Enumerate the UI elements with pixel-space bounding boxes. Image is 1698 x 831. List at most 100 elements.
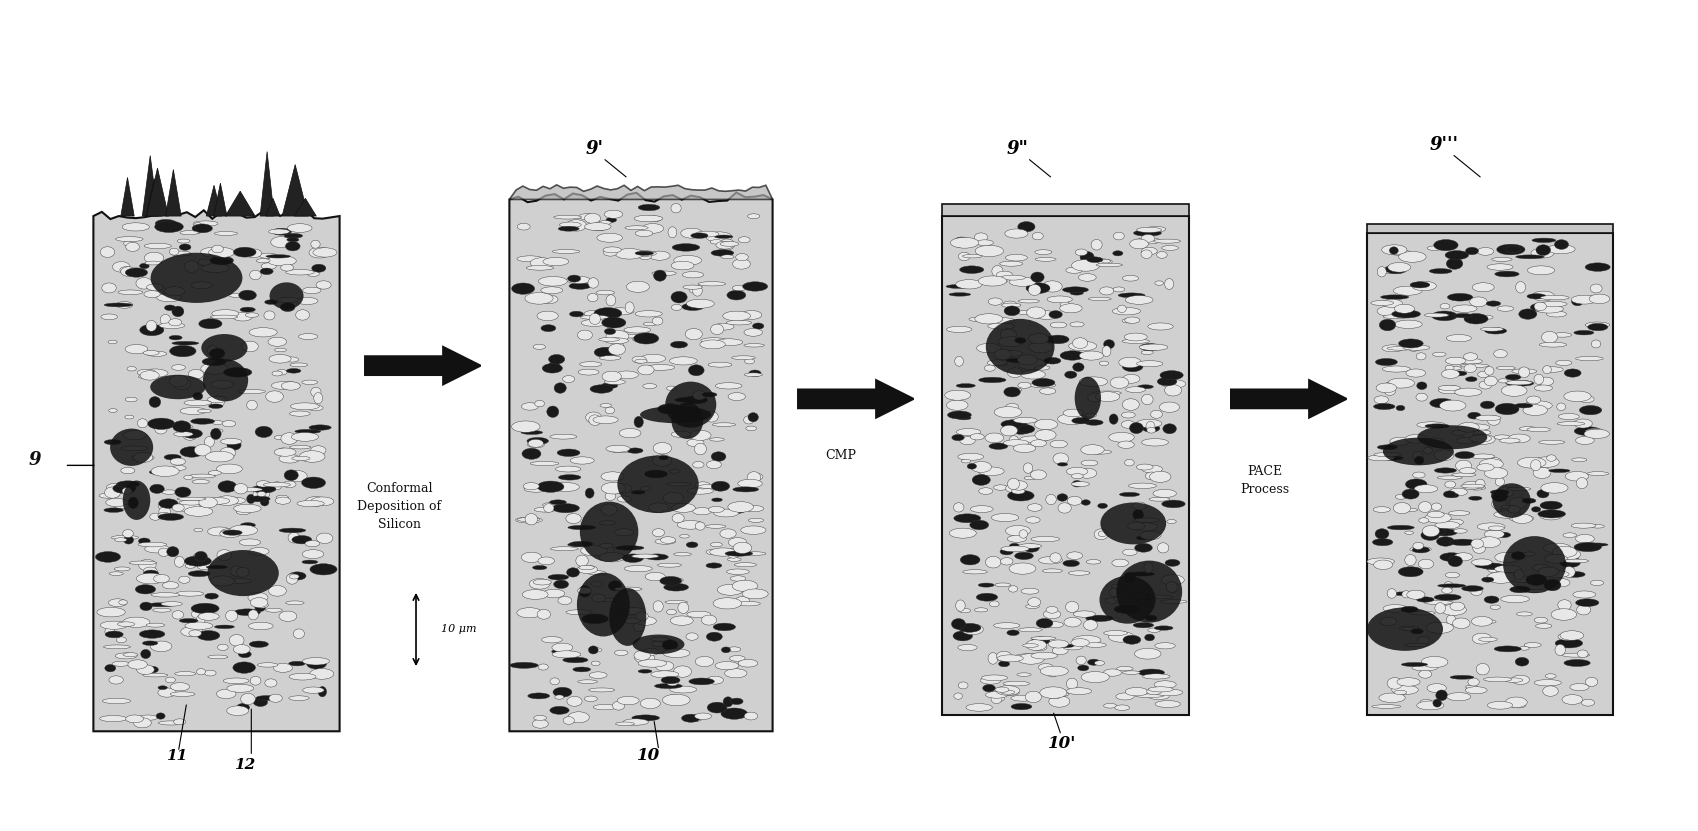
Ellipse shape [1523, 589, 1545, 593]
Ellipse shape [963, 570, 987, 574]
Ellipse shape [978, 377, 1005, 382]
Ellipse shape [1511, 703, 1525, 708]
Ellipse shape [1533, 617, 1547, 623]
Ellipse shape [1491, 605, 1501, 609]
Ellipse shape [586, 488, 594, 498]
Ellipse shape [233, 312, 253, 321]
Ellipse shape [645, 573, 666, 581]
Ellipse shape [1484, 468, 1508, 479]
Ellipse shape [1435, 450, 1453, 460]
Ellipse shape [144, 545, 170, 553]
Ellipse shape [148, 666, 158, 673]
Ellipse shape [1009, 563, 1036, 574]
Ellipse shape [1129, 422, 1143, 434]
Ellipse shape [1549, 469, 1571, 473]
Ellipse shape [236, 509, 251, 514]
Ellipse shape [669, 686, 696, 693]
Ellipse shape [1122, 339, 1150, 343]
Ellipse shape [954, 514, 981, 523]
Ellipse shape [608, 581, 621, 591]
Ellipse shape [222, 420, 236, 427]
Ellipse shape [1387, 378, 1414, 388]
Ellipse shape [1462, 427, 1474, 439]
Ellipse shape [603, 371, 621, 381]
Polygon shape [93, 209, 340, 731]
Ellipse shape [1374, 507, 1391, 513]
Ellipse shape [533, 715, 547, 720]
Ellipse shape [1491, 499, 1508, 509]
Ellipse shape [744, 373, 762, 376]
Ellipse shape [1041, 691, 1068, 697]
Ellipse shape [241, 342, 258, 352]
Ellipse shape [1073, 611, 1095, 617]
Ellipse shape [1148, 693, 1170, 700]
Ellipse shape [550, 435, 577, 439]
Ellipse shape [158, 548, 170, 557]
Ellipse shape [638, 204, 661, 211]
Ellipse shape [678, 602, 689, 613]
Ellipse shape [992, 696, 1004, 701]
Ellipse shape [289, 445, 311, 449]
Ellipse shape [589, 313, 601, 325]
Ellipse shape [1396, 406, 1404, 411]
Ellipse shape [1477, 464, 1494, 471]
Ellipse shape [1117, 441, 1134, 449]
Ellipse shape [1007, 535, 1026, 543]
Ellipse shape [1577, 605, 1591, 615]
Ellipse shape [112, 262, 131, 272]
Ellipse shape [1581, 699, 1594, 706]
Ellipse shape [577, 369, 599, 375]
Ellipse shape [577, 680, 598, 683]
Ellipse shape [567, 696, 582, 706]
Ellipse shape [944, 391, 971, 401]
Ellipse shape [114, 567, 131, 571]
Ellipse shape [219, 447, 236, 459]
Ellipse shape [1450, 371, 1467, 376]
Ellipse shape [978, 583, 993, 588]
Ellipse shape [1532, 238, 1555, 243]
Ellipse shape [1574, 419, 1593, 428]
Ellipse shape [228, 440, 241, 450]
Ellipse shape [1049, 696, 1070, 707]
Ellipse shape [1440, 553, 1464, 562]
Ellipse shape [1029, 334, 1049, 344]
Ellipse shape [732, 259, 751, 269]
Ellipse shape [1476, 416, 1501, 420]
Ellipse shape [593, 416, 618, 424]
Ellipse shape [311, 240, 321, 248]
Polygon shape [166, 170, 182, 216]
Ellipse shape [1031, 637, 1049, 645]
Ellipse shape [1428, 511, 1445, 518]
Ellipse shape [1133, 622, 1153, 628]
Ellipse shape [104, 303, 132, 307]
Ellipse shape [1117, 305, 1126, 312]
Ellipse shape [1540, 483, 1567, 493]
Ellipse shape [1122, 549, 1138, 555]
Ellipse shape [1024, 476, 1036, 479]
Ellipse shape [1000, 425, 1017, 436]
Ellipse shape [1158, 543, 1168, 553]
Ellipse shape [1516, 255, 1543, 258]
Text: 11: 11 [166, 750, 188, 764]
Ellipse shape [1591, 340, 1601, 348]
Ellipse shape [1387, 588, 1396, 598]
Ellipse shape [202, 263, 229, 273]
Ellipse shape [1102, 259, 1110, 263]
Ellipse shape [543, 258, 569, 266]
Ellipse shape [192, 282, 212, 289]
Ellipse shape [599, 543, 613, 548]
Ellipse shape [1498, 306, 1513, 312]
Ellipse shape [1404, 531, 1414, 534]
Ellipse shape [961, 460, 971, 463]
Ellipse shape [183, 430, 197, 440]
Ellipse shape [1545, 674, 1555, 678]
Ellipse shape [1416, 382, 1426, 390]
Ellipse shape [1577, 650, 1588, 657]
Ellipse shape [280, 264, 294, 271]
Ellipse shape [136, 585, 156, 594]
Ellipse shape [579, 586, 591, 597]
Ellipse shape [564, 716, 574, 725]
Ellipse shape [311, 387, 321, 396]
Ellipse shape [234, 504, 261, 513]
Ellipse shape [1071, 482, 1090, 486]
